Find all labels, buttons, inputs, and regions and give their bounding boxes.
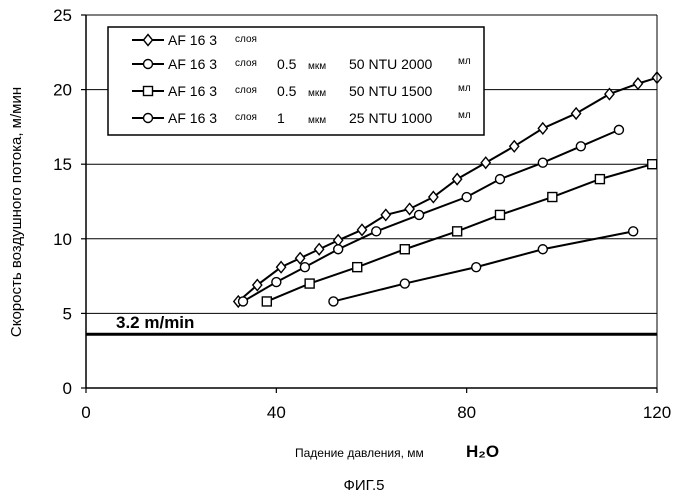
- data-point: [329, 297, 338, 306]
- data-point: [400, 279, 409, 288]
- legend-marker: [144, 60, 153, 69]
- legend-marker: [144, 114, 153, 123]
- data-point: [381, 209, 390, 220]
- legend-layers: слоя: [235, 34, 257, 45]
- legend-ntu: 25 NTU 1000: [349, 110, 432, 126]
- data-point: [538, 245, 547, 254]
- x-tick-label: 80: [457, 403, 476, 422]
- data-point: [472, 263, 481, 272]
- figure-caption: ФИГ.5: [344, 477, 385, 494]
- legend-layers: слоя: [235, 85, 257, 96]
- y-tick-label: 5: [63, 304, 72, 323]
- data-point: [605, 89, 614, 100]
- data-point: [415, 210, 424, 219]
- legend-size-unit: мкм: [308, 88, 326, 99]
- data-point: [239, 297, 248, 306]
- legend-size: 0.5: [277, 56, 297, 72]
- y-tick-label: 15: [53, 155, 72, 174]
- data-point: [357, 224, 366, 235]
- legend-volume-unit: мл: [458, 56, 471, 67]
- series-2: [239, 125, 624, 306]
- y-axis-title: Скорость воздушного потока, м/мин: [8, 87, 25, 337]
- legend-size-unit: мкм: [308, 115, 326, 126]
- data-point: [538, 123, 547, 134]
- legend-layers: слоя: [235, 58, 257, 69]
- y-tick-label: 20: [53, 81, 72, 100]
- x-tick-label: 120: [643, 403, 671, 422]
- data-point: [614, 125, 623, 134]
- data-point: [277, 262, 286, 273]
- x-axis-title: Падение давления, мм: [295, 446, 424, 460]
- chart: 0 5 10 15 20 25 0 40 80 120 AF 16 3 слоя AF 16 3 сло…: [0, 0, 682, 500]
- legend-ntu: 50 NTU 1500: [349, 83, 432, 99]
- data-point: [400, 245, 409, 254]
- data-point: [305, 279, 314, 288]
- data-point: [272, 278, 281, 287]
- y-tick-label: 0: [63, 379, 72, 398]
- legend-label: AF 16 3: [168, 32, 217, 48]
- legend-label: AF 16 3: [168, 83, 217, 99]
- data-point: [296, 253, 305, 264]
- legend-size: 0.5: [277, 83, 297, 99]
- x-axis-unit: H₂O: [466, 442, 499, 461]
- legend-size-unit: мкм: [308, 61, 326, 72]
- data-point: [372, 227, 381, 236]
- data-point: [462, 193, 471, 202]
- data-point: [495, 210, 504, 219]
- legend-layers: слоя: [235, 112, 257, 123]
- legend-volume-unit: мл: [458, 83, 471, 94]
- data-point: [429, 192, 438, 203]
- data-point: [629, 227, 638, 236]
- y-tick-label: 10: [53, 230, 72, 249]
- legend-label: AF 16 3: [168, 110, 217, 126]
- x-tick-label: 40: [267, 403, 286, 422]
- x-tick-label: 0: [81, 403, 90, 422]
- y-tick-label: 25: [53, 6, 72, 25]
- data-point: [453, 227, 462, 236]
- data-point: [262, 297, 271, 306]
- data-point: [495, 175, 504, 184]
- data-point: [548, 193, 557, 202]
- data-point: [576, 142, 585, 151]
- threshold-label: 3.2 m/min: [116, 313, 194, 332]
- legend-marker: [144, 87, 153, 96]
- data-point: [315, 244, 324, 255]
- series-line: [333, 231, 633, 301]
- data-point: [633, 78, 642, 89]
- series-line: [243, 130, 619, 302]
- legend-label: AF 16 3: [168, 56, 217, 72]
- data-point: [300, 263, 309, 272]
- data-point: [510, 141, 519, 152]
- legend-size: 1: [277, 110, 285, 126]
- data-point: [572, 108, 581, 119]
- data-point: [538, 158, 547, 167]
- legend-ntu: 50 NTU 2000: [349, 56, 432, 72]
- data-point: [405, 203, 414, 214]
- data-point: [595, 175, 604, 184]
- data-point: [648, 160, 657, 169]
- data-point: [334, 245, 343, 254]
- legend-volume-unit: мл: [458, 110, 471, 121]
- data-point: [481, 157, 490, 168]
- data-point: [453, 174, 462, 185]
- data-point: [353, 263, 362, 272]
- legend: AF 16 3 слоя AF 16 3 слоя 0.5 мкм 50 NTU 2000 м…: [108, 27, 484, 135]
